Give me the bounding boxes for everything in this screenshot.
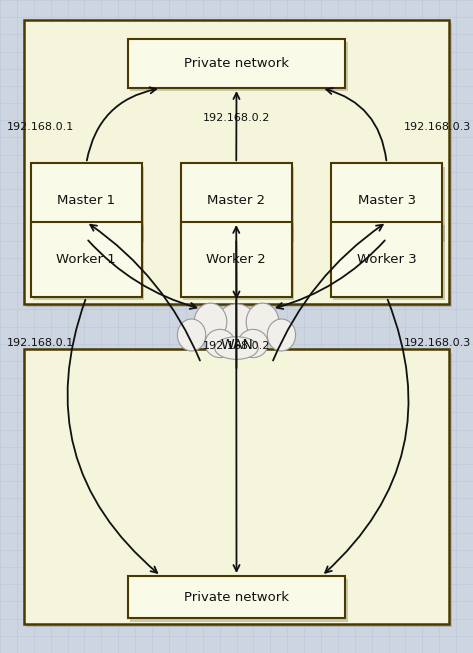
Text: 192.168.0.3: 192.168.0.3 — [404, 122, 471, 133]
Text: 192.168.0.1: 192.168.0.1 — [7, 122, 74, 133]
Text: Worker 1: Worker 1 — [56, 253, 116, 266]
Text: WAN: WAN — [220, 338, 253, 352]
FancyBboxPatch shape — [33, 167, 144, 242]
FancyBboxPatch shape — [24, 20, 449, 304]
Ellipse shape — [238, 329, 268, 358]
Text: 192.168.0.3: 192.168.0.3 — [404, 338, 471, 348]
Ellipse shape — [194, 303, 227, 341]
FancyBboxPatch shape — [128, 39, 345, 88]
Text: Worker 2: Worker 2 — [206, 253, 266, 266]
FancyBboxPatch shape — [130, 42, 348, 91]
Text: Master 1: Master 1 — [57, 195, 115, 207]
FancyBboxPatch shape — [331, 163, 442, 238]
Ellipse shape — [216, 304, 257, 344]
FancyBboxPatch shape — [183, 167, 294, 242]
Text: Master 2: Master 2 — [207, 195, 265, 207]
Ellipse shape — [177, 319, 206, 351]
FancyBboxPatch shape — [333, 225, 445, 300]
FancyBboxPatch shape — [181, 222, 292, 297]
FancyBboxPatch shape — [331, 222, 442, 297]
FancyBboxPatch shape — [26, 23, 452, 307]
Text: 192.168.0.1: 192.168.0.1 — [7, 338, 74, 348]
Text: 192.168.0.2: 192.168.0.2 — [202, 112, 270, 123]
Text: Worker 3: Worker 3 — [357, 253, 417, 266]
FancyBboxPatch shape — [24, 349, 449, 624]
FancyBboxPatch shape — [333, 167, 445, 242]
FancyBboxPatch shape — [181, 163, 292, 238]
Ellipse shape — [246, 303, 279, 341]
Ellipse shape — [205, 329, 235, 358]
Text: 192.168.0.2: 192.168.0.2 — [202, 341, 270, 351]
Text: Private network: Private network — [184, 57, 289, 70]
Ellipse shape — [267, 319, 296, 351]
FancyBboxPatch shape — [31, 163, 142, 238]
Text: Master 3: Master 3 — [358, 195, 416, 207]
FancyBboxPatch shape — [26, 353, 452, 627]
FancyBboxPatch shape — [183, 225, 294, 300]
FancyBboxPatch shape — [31, 222, 142, 297]
FancyBboxPatch shape — [130, 579, 348, 622]
FancyBboxPatch shape — [128, 576, 345, 618]
Text: Private network: Private network — [184, 591, 289, 603]
FancyBboxPatch shape — [33, 225, 144, 300]
Ellipse shape — [215, 337, 258, 359]
